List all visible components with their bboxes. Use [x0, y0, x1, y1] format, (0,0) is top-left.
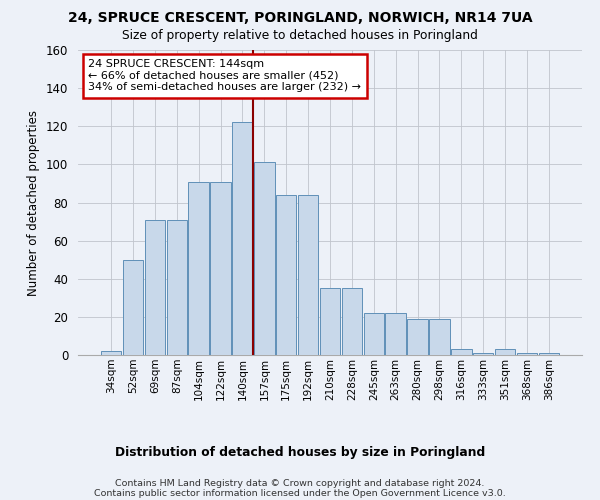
Bar	[342, 288, 362, 355]
Bar	[364, 313, 384, 355]
Y-axis label: Number of detached properties: Number of detached properties	[28, 110, 40, 296]
Bar	[539, 353, 559, 355]
Text: Distribution of detached houses by size in Poringland: Distribution of detached houses by size …	[115, 446, 485, 459]
Bar	[123, 260, 143, 355]
Bar	[276, 195, 296, 355]
Text: Size of property relative to detached houses in Poringland: Size of property relative to detached ho…	[122, 28, 478, 42]
Text: Contains HM Land Registry data © Crown copyright and database right 2024.: Contains HM Land Registry data © Crown c…	[115, 480, 485, 488]
Bar	[473, 353, 493, 355]
Bar	[167, 220, 187, 355]
Bar	[385, 313, 406, 355]
Bar	[101, 351, 121, 355]
Bar	[407, 319, 428, 355]
Bar	[429, 319, 449, 355]
Bar	[298, 195, 318, 355]
Text: 24, SPRUCE CRESCENT, PORINGLAND, NORWICH, NR14 7UA: 24, SPRUCE CRESCENT, PORINGLAND, NORWICH…	[68, 12, 532, 26]
Bar	[188, 182, 209, 355]
Text: 24 SPRUCE CRESCENT: 144sqm
← 66% of detached houses are smaller (452)
34% of sem: 24 SPRUCE CRESCENT: 144sqm ← 66% of deta…	[88, 59, 361, 92]
Bar	[517, 353, 537, 355]
Bar	[145, 220, 165, 355]
Text: Contains public sector information licensed under the Open Government Licence v3: Contains public sector information licen…	[94, 489, 506, 498]
Bar	[495, 350, 515, 355]
Bar	[320, 288, 340, 355]
Bar	[211, 182, 231, 355]
Bar	[254, 162, 275, 355]
Bar	[232, 122, 253, 355]
Bar	[451, 350, 472, 355]
